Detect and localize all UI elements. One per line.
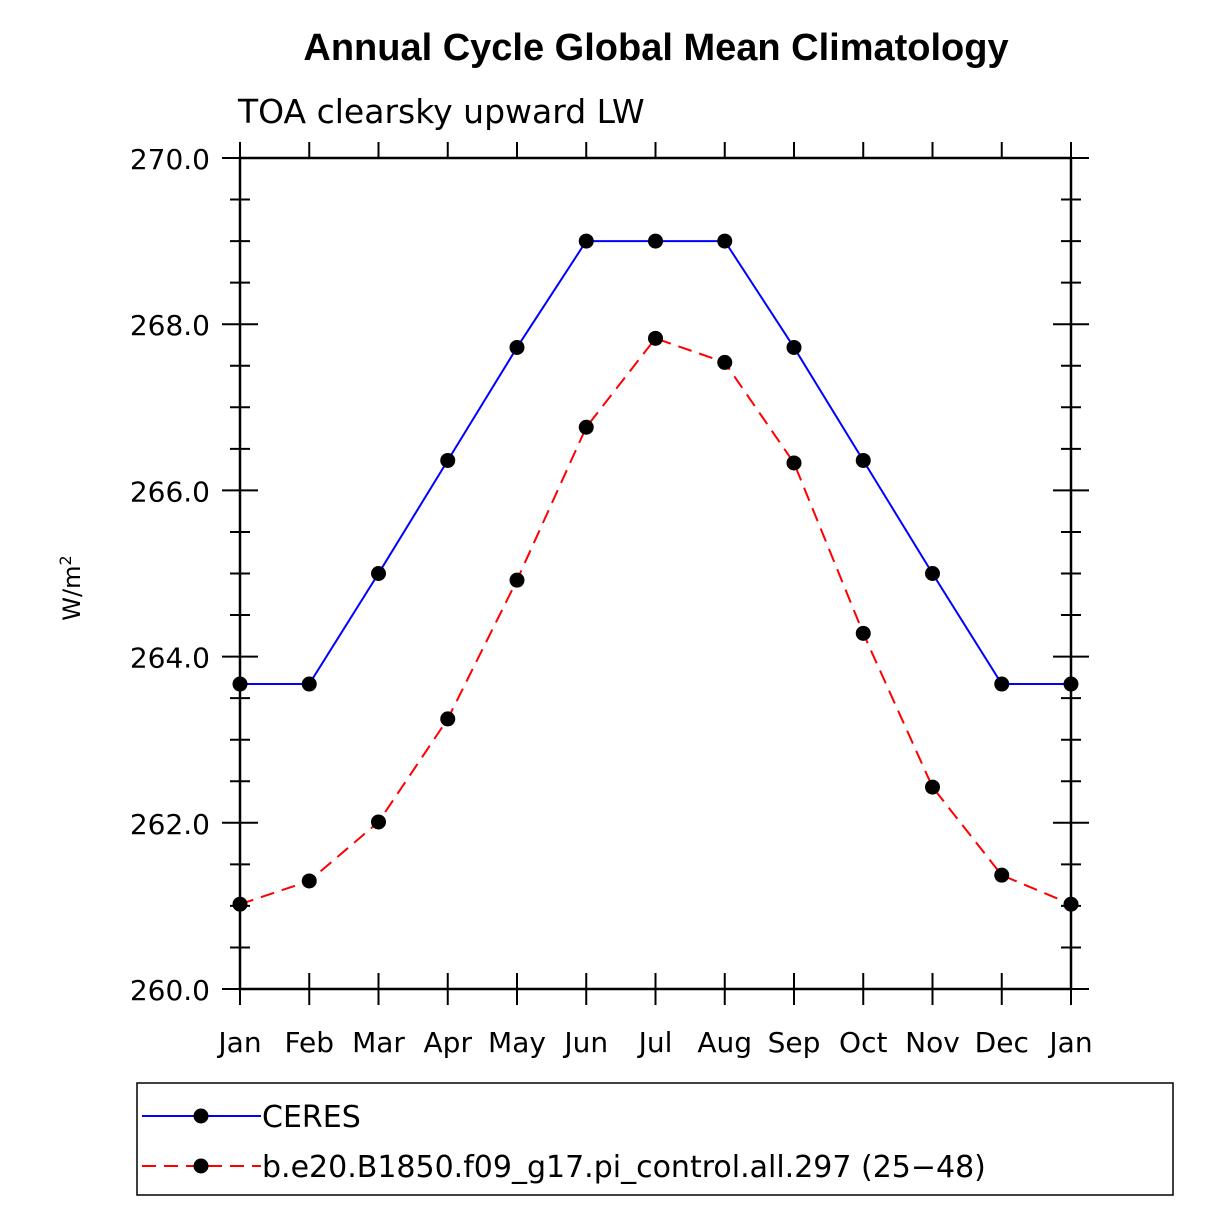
x-tick-label: Oct	[839, 1026, 887, 1059]
svg-text:W/m2: W/m2	[56, 555, 86, 620]
x-tick-label: Dec	[975, 1026, 1029, 1059]
plot-frame	[238, 156, 1073, 991]
x-tick-label: Apr	[424, 1026, 473, 1059]
legend-label-ceres: CERES	[262, 1100, 361, 1135]
x-tick-label: Sep	[768, 1026, 821, 1059]
chart-title: Annual Cycle Global Mean Climatology	[303, 27, 1008, 69]
series-line	[239, 337, 1072, 906]
axis-ticks	[222, 142, 1089, 1005]
data-point	[855, 625, 871, 641]
series-0	[232, 233, 1079, 692]
y-tick-labels: 260.0 262.0 264.0 266.0 268.0 270.0	[130, 143, 210, 1007]
x-tick-label: Jan	[216, 1026, 261, 1059]
legend-marker-ceres	[193, 1108, 209, 1124]
data-point	[925, 779, 940, 795]
x-tick-label: Jul	[637, 1026, 673, 1059]
data-point	[648, 233, 663, 249]
y-tick-label: 266.0	[130, 475, 210, 508]
legend-box	[136, 1082, 1174, 1196]
data-point	[648, 330, 663, 346]
x-tick-labels: Jan Feb Mar Apr May Jun Jul Aug Sep Oct Nov Dec Jan	[216, 1026, 1092, 1059]
y-tick-label: 270.0	[130, 143, 210, 176]
chart-subtitle: TOA clearsky upward LW	[237, 92, 645, 131]
x-tick-label: May	[488, 1026, 546, 1059]
y-axis-label-text: W/m	[58, 565, 86, 620]
x-tick-label: Feb	[284, 1026, 334, 1059]
data-point	[855, 452, 871, 468]
x-tick-label: Mar	[352, 1026, 405, 1059]
data-point	[717, 354, 733, 370]
data-point	[371, 814, 386, 830]
data-point	[994, 676, 1010, 692]
x-tick-label: Jun	[562, 1026, 608, 1059]
data-point	[786, 339, 802, 355]
y-tick-label: 262.0	[130, 808, 210, 841]
data-point	[925, 566, 940, 581]
data-point	[301, 873, 317, 889]
data-point	[440, 452, 456, 468]
y-axis-label: W/m2	[56, 555, 86, 620]
legend-label-model: b.e20.B1850.f09_g17.pi_control.all.297 (…	[262, 1150, 986, 1185]
data-point	[717, 233, 733, 249]
x-tick-label: Nov	[905, 1026, 960, 1059]
data-point	[786, 455, 802, 471]
y-tick-label: 268.0	[130, 309, 210, 342]
data-point	[509, 572, 525, 588]
data-point	[578, 419, 594, 435]
legend: CERES b.e20.B1850.f09_g17.pi_control.all…	[136, 1082, 1174, 1196]
series-layer	[232, 233, 1079, 912]
data-point	[440, 711, 456, 727]
series-line	[240, 240, 1071, 686]
data-point	[509, 339, 525, 355]
x-tick-label: Aug	[697, 1026, 752, 1059]
data-point	[301, 676, 317, 692]
y-tick-label: 260.0	[130, 974, 210, 1007]
data-point	[371, 566, 386, 581]
data-point	[578, 233, 594, 249]
series-1	[232, 330, 1079, 912]
x-tick-label: Jan	[1047, 1026, 1092, 1059]
y-axis-label-superscript: 2	[56, 555, 75, 565]
data-point	[994, 867, 1010, 883]
legend-marker-model	[193, 1158, 209, 1174]
y-tick-label: 264.0	[130, 642, 210, 675]
